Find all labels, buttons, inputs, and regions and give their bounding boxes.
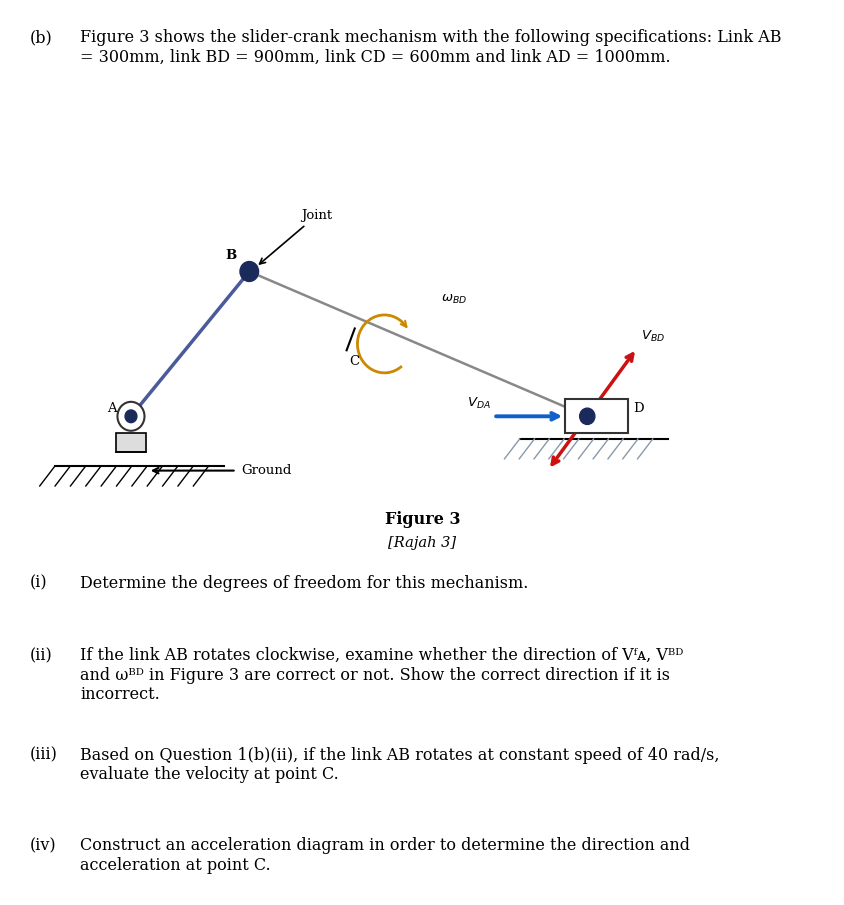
Circle shape (579, 408, 594, 424)
Circle shape (117, 402, 144, 431)
Text: (ii): (ii) (30, 647, 52, 664)
Text: Joint: Joint (259, 209, 332, 264)
Text: Figure 3: Figure 3 (384, 511, 460, 529)
Bar (565, 399, 628, 433)
Bar (116, 433, 146, 452)
Text: (i): (i) (30, 575, 47, 592)
Text: If the link AB rotates clockwise, examine whether the direction of Vᶠᴀ, Vᴮᴰ
and : If the link AB rotates clockwise, examin… (80, 647, 683, 703)
Text: C: C (349, 355, 359, 367)
Text: $V_{BD}$: $V_{BD}$ (640, 329, 664, 344)
Text: A: A (107, 402, 116, 414)
Text: [Rajah 3]: [Rajah 3] (388, 536, 456, 549)
Text: (b): (b) (30, 29, 52, 46)
Text: B: B (225, 249, 236, 262)
Circle shape (125, 410, 137, 423)
Text: (iv): (iv) (30, 837, 57, 854)
Text: Ground: Ground (241, 464, 291, 477)
Text: Determine the degrees of freedom for this mechanism.: Determine the degrees of freedom for thi… (80, 575, 528, 592)
Text: Construct an acceleration diagram in order to determine the direction and
accele: Construct an acceleration diagram in ord… (80, 837, 690, 873)
Text: (iii): (iii) (30, 747, 57, 764)
Text: $\omega_{BD}$: $\omega_{BD}$ (441, 293, 467, 306)
Text: D: D (633, 402, 643, 414)
Text: $V_{DA}$: $V_{DA}$ (466, 395, 490, 411)
Text: Figure 3 shows the slider-crank mechanism with the following specifications: Lin: Figure 3 shows the slider-crank mechanis… (80, 29, 781, 65)
Circle shape (240, 262, 258, 281)
Text: Based on Question 1(b)(ii), if the link AB rotates at constant speed of 40 rad/s: Based on Question 1(b)(ii), if the link … (80, 747, 719, 783)
